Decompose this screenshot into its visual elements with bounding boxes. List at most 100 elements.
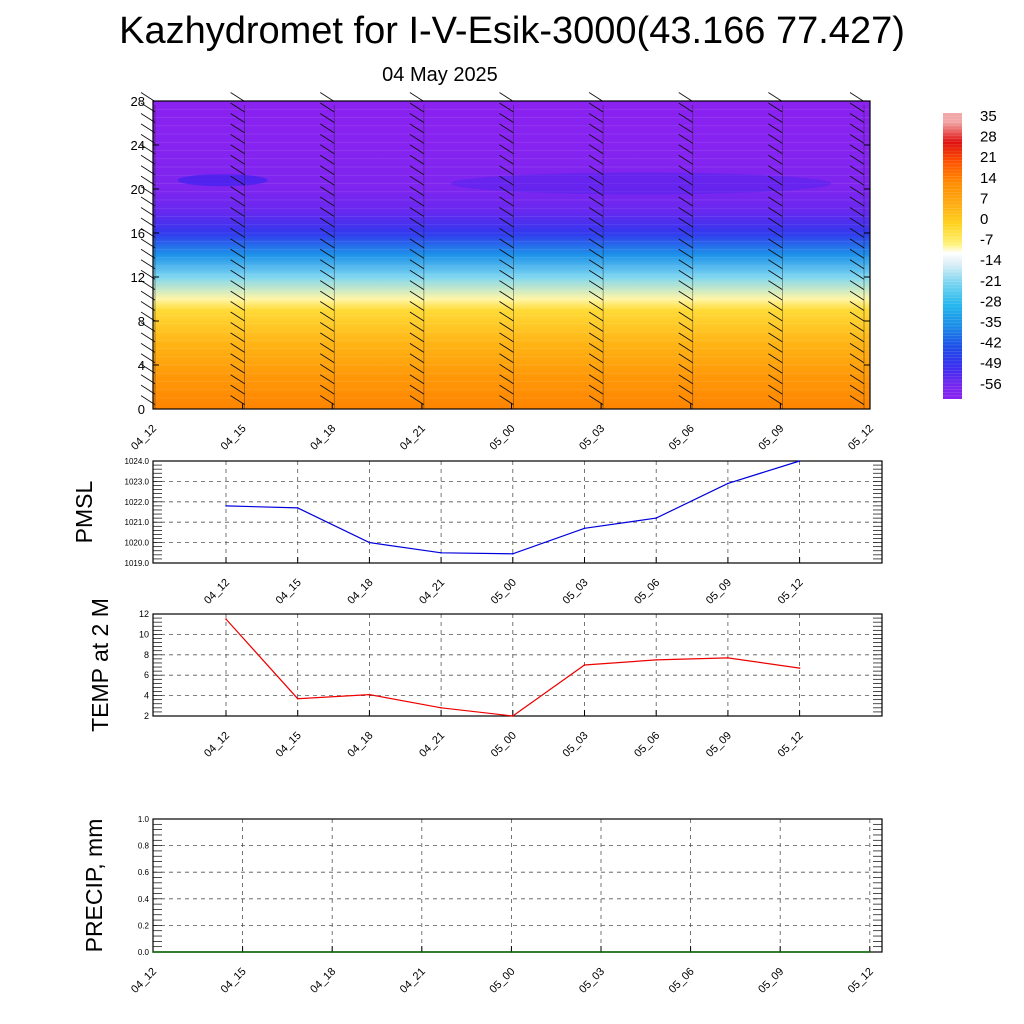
wind-barb (230, 113, 245, 123)
wind-barb (849, 154, 865, 165)
wind-barb (409, 363, 425, 374)
x-tick-label: 04_21 (417, 730, 447, 760)
wind-barb (768, 133, 783, 144)
wind-barb (320, 238, 335, 249)
wind-barb (768, 238, 783, 249)
wind-barb (499, 154, 514, 165)
wind-barb (768, 113, 783, 123)
wind-barb (768, 384, 783, 395)
y-tick-label: 28 (131, 94, 145, 109)
data-point (296, 507, 299, 509)
wind-barb (849, 269, 865, 280)
wind-barb (678, 311, 693, 322)
wind-barb (849, 395, 865, 405)
data-point (583, 664, 586, 666)
chart-title: Kazhydromet for I-V-Esik-3000(43.166 77.… (119, 10, 905, 52)
wind-barb (768, 123, 783, 134)
wind-barb (768, 322, 783, 332)
y-tick-label: 4 (144, 691, 149, 701)
wind-barb (588, 102, 604, 113)
wind-barb (678, 228, 693, 238)
colorbar-label: 28 (980, 129, 997, 146)
x-tick-label: 05_00 (489, 577, 519, 607)
y-tick-label: 1021.0 (125, 518, 150, 527)
y-tick-label: 0.8 (138, 842, 150, 851)
wind-barb (320, 269, 335, 280)
y-tick-label: 8 (144, 650, 149, 660)
y-tick-label: 0.0 (138, 948, 150, 957)
wind-barb (499, 353, 514, 364)
colorbar-swatch (943, 113, 962, 399)
wind-barb (849, 165, 865, 176)
wind-barb (678, 217, 693, 228)
wind-barb (678, 332, 693, 343)
data-point (512, 715, 514, 717)
wind-barb (768, 102, 783, 113)
wind-barb (230, 248, 245, 259)
wind-barb (588, 290, 604, 301)
x-tick-label: 04_15 (274, 730, 304, 760)
wind-barb (849, 186, 865, 196)
x-tick-label: 05_00 (489, 730, 519, 760)
wind-barb (320, 154, 335, 165)
wind-barb (849, 175, 865, 186)
wind-barb (409, 133, 425, 144)
temperature-cross-section: 0 4 8 12 16 20 24 28 04_12 04_15 04_18 04_21 05_00 05… (129, 92, 876, 453)
wind-barb (588, 301, 604, 311)
data-point (779, 951, 781, 953)
wind-barb (409, 123, 425, 134)
wind-barb (499, 238, 514, 249)
wind-barb (230, 322, 245, 332)
x-tick-label: 04_12 (202, 730, 232, 760)
data-point (440, 707, 442, 709)
wind-barb (768, 311, 783, 322)
wind-barb (588, 133, 604, 144)
wind-barb (230, 290, 245, 301)
temp-2m-panel: 2 4 6 8 10 12 04_12 04_15 04_18 04_21 05_00 05_03 05… (87, 598, 883, 760)
wind-barb (499, 196, 514, 207)
wind-barb (849, 290, 865, 301)
y-tick-label: 1.0 (138, 815, 150, 824)
colorbar-label: 7 (980, 190, 988, 207)
data-point (225, 618, 227, 620)
wind-barb (588, 207, 604, 217)
chart-date: 04 May 2025 (382, 64, 498, 86)
data-point (727, 657, 729, 659)
cold-core-contour (177, 174, 268, 187)
wind-barb (230, 133, 245, 144)
wind-barb (588, 269, 604, 280)
wind-barb (320, 165, 335, 176)
y-axis-label: PMSL (71, 480, 97, 543)
x-tick-label: 05_03 (577, 966, 607, 996)
x-tick-label: 04_12 (129, 966, 159, 996)
x-tick-label: 04_15 (219, 423, 249, 453)
y-tick-label: 2 (144, 711, 149, 721)
wind-barb (678, 144, 693, 155)
wind-barb (499, 248, 514, 259)
wind-barb (678, 384, 693, 395)
data-point (152, 951, 154, 953)
x-tick-label: 04_18 (345, 577, 375, 607)
wind-barb (230, 353, 245, 364)
wind-barb (588, 363, 604, 374)
wind-barb (588, 165, 604, 176)
wind-barb (499, 186, 514, 196)
x-tick-label: 04_12 (202, 577, 232, 607)
y-tick-label: 8 (138, 314, 145, 329)
colorbar-label: -56 (980, 376, 1002, 393)
colorbar-label: -21 (980, 273, 1002, 290)
wind-barb (768, 248, 783, 259)
wind-barb (678, 238, 693, 249)
wind-barb (320, 322, 335, 332)
wind-barb (320, 353, 335, 364)
wind-barb (230, 196, 245, 207)
wind-barb (320, 374, 335, 385)
wind-barb (678, 154, 693, 165)
wind-barb (499, 113, 514, 123)
wind-barb (230, 154, 245, 165)
wind-barb (678, 353, 693, 364)
wind-barb (320, 384, 335, 395)
y-tick-label: 4 (138, 358, 145, 373)
y-tick-label: 12 (139, 609, 149, 619)
wind-barb (678, 92, 693, 102)
